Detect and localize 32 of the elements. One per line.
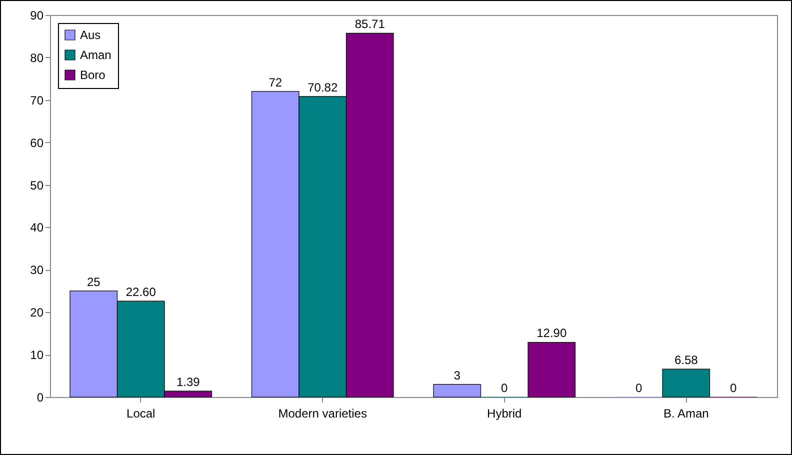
data-label: 0 bbox=[636, 381, 643, 395]
data-label: 12.90 bbox=[536, 326, 567, 340]
data-label: 25 bbox=[86, 274, 101, 289]
y-tick-label: 0 bbox=[36, 390, 44, 404]
y-tick-label: 40 bbox=[30, 220, 44, 235]
y-tick-label: 60 bbox=[30, 136, 44, 150]
data-label: 3 bbox=[454, 368, 461, 382]
legend-label: Aman bbox=[80, 48, 112, 62]
data-label: 70.82 bbox=[308, 80, 338, 94]
y-tick-label: 70 bbox=[30, 93, 44, 108]
y-tick-label: 30 bbox=[30, 263, 44, 278]
bar bbox=[433, 384, 482, 398]
y-tick-label: 90 bbox=[30, 8, 44, 22]
data-label: 22.60 bbox=[126, 285, 156, 300]
data-label: 0 bbox=[730, 381, 738, 395]
legend-label: Boro bbox=[80, 68, 106, 82]
data-label: 72 bbox=[268, 75, 282, 90]
y-tick-label: 50 bbox=[30, 178, 44, 192]
y-tick-label: 10 bbox=[30, 348, 44, 362]
data-label: 6.58 bbox=[674, 353, 698, 368]
x-tick-label: B. Aman bbox=[663, 406, 709, 420]
y-tick-label: 20 bbox=[30, 306, 44, 320]
x-tick-label: Hybrid bbox=[487, 406, 522, 420]
data-label: 0 bbox=[501, 381, 508, 395]
data-label: 85.71 bbox=[354, 17, 386, 32]
legend-label: Aus bbox=[80, 28, 101, 42]
y-tick-label: 80 bbox=[30, 50, 44, 65]
data-label: 1.39 bbox=[176, 375, 200, 390]
bar bbox=[528, 342, 576, 398]
x-tick-label: Modern varieties bbox=[278, 406, 367, 420]
bar bbox=[662, 368, 710, 398]
x-tick-label: Local bbox=[126, 406, 156, 420]
